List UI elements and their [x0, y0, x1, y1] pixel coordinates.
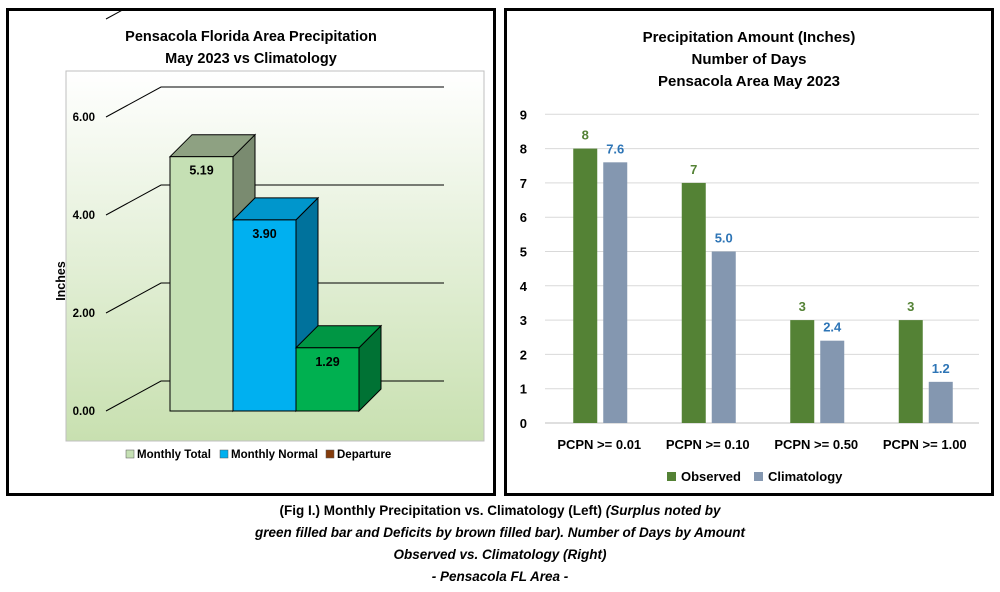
y-tick-label: 6.00 — [73, 112, 95, 124]
bar-value-label: 3.90 — [252, 227, 276, 241]
bar-observed — [790, 320, 815, 423]
y-tick-label: 9 — [520, 107, 527, 122]
bar-value-label: 7 — [690, 162, 697, 177]
right-chart-panel: Precipitation Amount (Inches) Number of … — [504, 8, 994, 496]
right-chart: Precipitation Amount (Inches) Number of … — [520, 29, 979, 484]
legend-label: Climatology — [768, 469, 843, 484]
left-chart-panel: Pensacola Florida Area Precipitation May… — [6, 8, 496, 496]
legend-swatch — [219, 449, 229, 459]
legend-label: Monthly Total — [137, 449, 211, 461]
y-tick-label: 5 — [520, 245, 527, 260]
right-chart-title-line1: Precipitation Amount (Inches) — [643, 29, 856, 46]
bar-value-label: 5.0 — [715, 231, 733, 246]
right-chart-title-line2: Number of Days — [691, 51, 806, 68]
right-chart-title-line3: Pensacola Area May 2023 — [658, 73, 840, 90]
legend-label: Departure — [337, 449, 391, 461]
category-label: PCPN >= 0.50 — [774, 437, 858, 452]
caption-line2: green filled bar and Deficits by brown f… — [254, 525, 746, 540]
bar-observed — [681, 182, 706, 423]
category-label: PCPN >= 0.01 — [557, 437, 641, 452]
y-axis-label: Inches — [54, 261, 68, 301]
bar-climatology — [928, 381, 953, 423]
y-tick-label: 0 — [520, 416, 527, 431]
legend-swatch — [667, 472, 676, 481]
bar-value-label: 5.19 — [189, 164, 213, 178]
caption-line4: - Pensacola FL Area - — [431, 569, 569, 584]
bar-climatology — [711, 251, 736, 423]
gridline — [105, 11, 122, 20]
bar-value-label: 3 — [907, 299, 914, 314]
bar-observed — [573, 148, 598, 423]
bar-value-label: 8 — [582, 128, 589, 143]
category-label: PCPN >= 1.00 — [883, 437, 967, 452]
y-tick-label: 2 — [520, 347, 527, 362]
bar-value-label: 3 — [799, 299, 806, 314]
gridline — [105, 282, 444, 314]
caption-line1-italic: (Surplus noted by — [605, 503, 721, 518]
y-tick-label: 1 — [520, 382, 527, 397]
y-tick-label: 7 — [520, 176, 527, 191]
legend-label: Monthly Normal — [231, 449, 318, 461]
legend-label: Observed — [681, 469, 741, 484]
bar-monthly-normal — [231, 196, 320, 413]
y-tick-label: 4.00 — [73, 210, 95, 222]
gridline — [105, 184, 444, 216]
y-tick-label: 2.00 — [73, 308, 95, 320]
gridline — [105, 86, 444, 118]
bar-observed — [898, 320, 923, 423]
bar-value-label: 1.2 — [932, 361, 950, 376]
bar-value-label: 7.6 — [606, 141, 624, 156]
caption-line3: Observed vs. Climatology (Right) — [393, 547, 607, 562]
legend-swatch — [325, 449, 335, 459]
bar-value-label: 1.29 — [315, 355, 339, 369]
y-tick-label: 0.00 — [73, 406, 95, 418]
bar-climatology — [603, 162, 628, 423]
bar-climatology — [820, 340, 845, 423]
bar-value-label: 2.4 — [823, 320, 842, 335]
left-chart: Pensacola Florida Area Precipitation May… — [54, 11, 485, 461]
left-chart-title-line2: May 2023 vs Climatology — [165, 51, 337, 67]
category-label: PCPN >= 0.10 — [666, 437, 750, 452]
y-tick-label: 4 — [520, 279, 528, 294]
caption-line1-bold: (Fig I.) Monthly Precipitation vs. Clima… — [279, 503, 606, 518]
y-tick-label: 6 — [520, 210, 527, 225]
legend-swatch — [754, 472, 763, 481]
figure-caption: (Fig I.) Monthly Precipitation vs. Clima… — [0, 500, 1000, 588]
legend-swatch — [125, 449, 135, 459]
y-tick-label: 3 — [520, 313, 527, 328]
bar-departure — [294, 324, 383, 413]
left-chart-title-line1: Pensacola Florida Area Precipitation — [125, 29, 377, 45]
y-tick-label: 8 — [520, 142, 527, 157]
